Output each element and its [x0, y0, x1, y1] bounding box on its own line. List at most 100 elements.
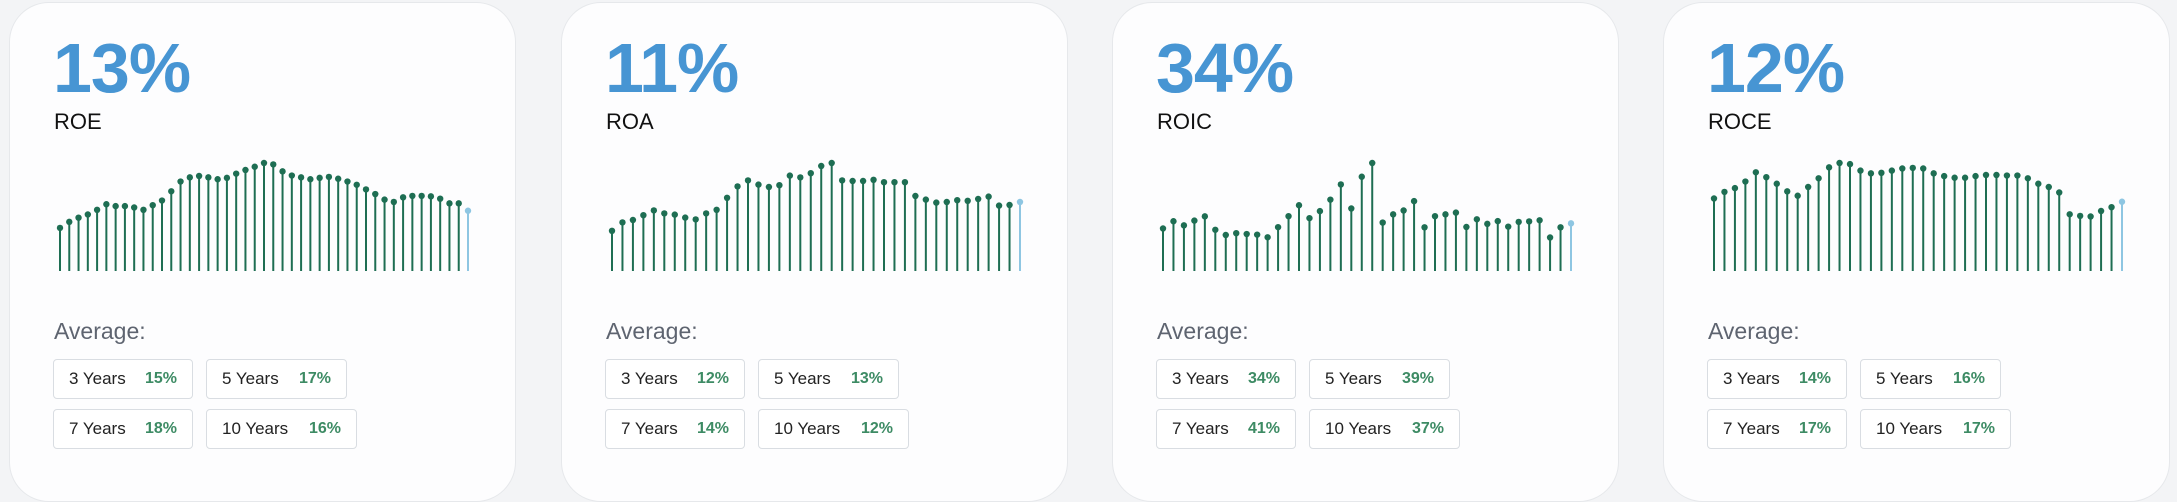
sparkline-point [1710, 195, 1718, 202]
sparkline-point [1794, 192, 1801, 199]
metrics-cards: 13% ROE Average: 3 Years 15% 5 Years 17%… [9, 2, 2170, 502]
sparkline-point [1463, 223, 1470, 231]
avg-period-label: 7 Years [1723, 419, 1780, 438]
sparkline-point [807, 170, 814, 177]
avg-period-label: 5 Years [774, 369, 831, 388]
sparkline-point [1825, 164, 1833, 171]
avg-period-label: 7 Years [69, 419, 126, 438]
sparkline-point [205, 174, 212, 181]
avg-value: 17% [1798, 420, 1831, 437]
sparkline-point [325, 173, 333, 181]
sparkline-point [954, 197, 961, 204]
avg-value: 37% [1411, 420, 1444, 437]
sparkline-point [84, 211, 92, 218]
roic-card: 34% ROIC Average: 3 Years 34% 5 Years 39… [1112, 2, 1619, 502]
sparkline-point [838, 177, 846, 184]
sparkline-point [455, 200, 462, 207]
sparkline-point [1379, 219, 1386, 226]
avg-value: 16% [308, 420, 341, 437]
sparkline-point [1804, 183, 1812, 191]
avg-5-years[interactable]: 5 Years 16% [1860, 359, 2001, 399]
avg-value: 14% [696, 420, 729, 437]
sparkline-point [765, 183, 773, 191]
sparkline-point [1253, 231, 1261, 238]
sparkline-point [744, 177, 752, 184]
sparkline-point [608, 227, 616, 234]
sparkline-point [1285, 212, 1292, 220]
sparkline-point [2108, 203, 2115, 211]
sparkline-point [650, 207, 658, 214]
sparkline-point [870, 176, 877, 183]
avg-period-label: 3 Years [69, 369, 126, 388]
avg-10-years[interactable]: 10 Years 17% [1860, 409, 2011, 449]
avg-5-years[interactable]: 5 Years 39% [1309, 359, 1450, 399]
sparkline-point [1327, 196, 1334, 203]
sparkline-point [1389, 211, 1397, 218]
sparkline-point [640, 212, 647, 219]
avg-3-years[interactable]: 3 Years 12% [605, 359, 745, 399]
sparkline-point [103, 201, 110, 208]
sparkline-point [297, 174, 305, 181]
average-label: Average: [54, 318, 146, 344]
avg-3-years[interactable]: 3 Years 15% [53, 359, 193, 399]
avg-5-years[interactable]: 5 Years 13% [758, 359, 899, 399]
sparkline-point [713, 206, 720, 213]
sparkline-point [1473, 216, 1481, 223]
sparkline-point [418, 192, 425, 200]
avg-period-label: 7 Years [1172, 419, 1229, 438]
avg-period-label: 3 Years [1723, 369, 1780, 388]
sparkline-point [446, 200, 453, 207]
sparkline-point [859, 177, 867, 185]
sparkline-point [974, 195, 982, 203]
avg-value: 17% [1962, 420, 1995, 437]
avg-3-years[interactable]: 3 Years 34% [1156, 359, 1296, 399]
sparkline-point [1191, 217, 1198, 224]
sparkline-point [1731, 184, 1739, 192]
sparkline-point [1421, 224, 1428, 231]
avg-10-years[interactable]: 10 Years 12% [758, 409, 909, 449]
roe-sparkline [56, 159, 472, 271]
sparkline-point [1170, 218, 1177, 225]
avg-period-label: 10 Years [774, 419, 841, 438]
sparkline-point [629, 216, 637, 224]
sparkline-point [1961, 174, 1969, 181]
roce-card: 12% ROCE Average: 3 Years 14% 5 Years 16… [1663, 2, 2170, 502]
sparkline-point [1567, 220, 1575, 227]
avg-period-label: 10 Years [1325, 419, 1392, 438]
avg-value: 13% [850, 370, 883, 387]
avg-7-years[interactable]: 7 Years 17% [1707, 409, 1847, 449]
avg-period-label: 10 Years [222, 419, 289, 438]
sparkline-point [93, 206, 101, 214]
avg-10-years[interactable]: 10 Years 16% [206, 409, 357, 449]
avg-3-years[interactable]: 3 Years 14% [1707, 359, 1847, 399]
roe-value: 13% [53, 29, 191, 107]
sparkline-point [2056, 189, 2063, 196]
roic-sparkline [1159, 159, 1575, 271]
sparkline-point [316, 174, 323, 182]
avg-7-years[interactable]: 7 Years 14% [605, 409, 745, 449]
sparkline-point [1557, 224, 1564, 231]
roce-sparkline [1710, 159, 2126, 271]
sparkline-point [2097, 207, 2105, 215]
sparkline-point [723, 194, 731, 201]
sparkline-point [2003, 172, 2011, 179]
sparkline-point [56, 224, 64, 232]
sparkline-point [1180, 222, 1188, 229]
avg-10-years[interactable]: 10 Years 37% [1309, 409, 1460, 449]
avg-7-years[interactable]: 7 Years 18% [53, 409, 193, 449]
sparkline-point [1846, 160, 1854, 168]
sparkline-point [912, 192, 919, 200]
avg-period-label: 5 Years [1325, 369, 1382, 388]
sparkline-point [901, 179, 909, 186]
avg-7-years[interactable]: 7 Years 41% [1156, 409, 1296, 449]
average-label: Average: [606, 318, 698, 344]
avg-period-label: 5 Years [1876, 369, 1933, 388]
sparkline-point [1274, 223, 1282, 231]
sparkline-point [270, 161, 277, 168]
sparkline-point [891, 179, 898, 186]
avg-5-years[interactable]: 5 Years 17% [206, 359, 347, 399]
avg-value: 14% [1798, 370, 1831, 387]
sparkline-point [1442, 211, 1449, 218]
sparkline-point [828, 159, 835, 167]
sparkline-point [1348, 205, 1355, 212]
